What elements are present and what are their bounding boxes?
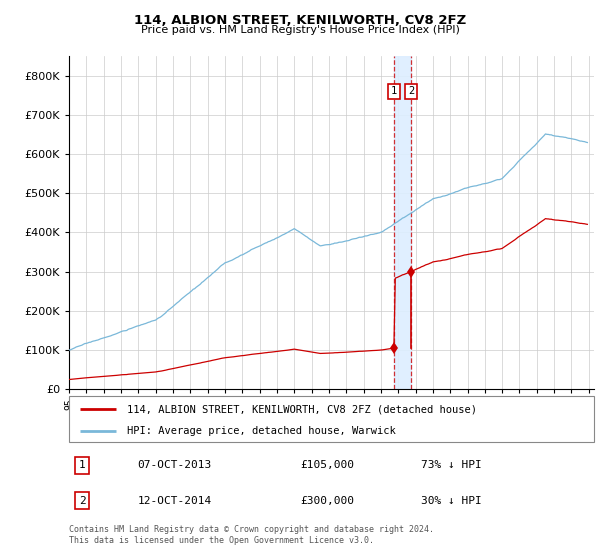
- FancyBboxPatch shape: [69, 396, 594, 442]
- Text: £105,000: £105,000: [300, 460, 354, 470]
- Text: HPI: Average price, detached house, Warwick: HPI: Average price, detached house, Warw…: [127, 426, 395, 436]
- Bar: [394, 56, 411, 389]
- Text: Contains HM Land Registry data © Crown copyright and database right 2024.
This d: Contains HM Land Registry data © Crown c…: [69, 525, 434, 545]
- Text: £300,000: £300,000: [300, 496, 354, 506]
- Text: 2: 2: [408, 86, 415, 96]
- Text: 114, ALBION STREET, KENILWORTH, CV8 2FZ (detached house): 114, ALBION STREET, KENILWORTH, CV8 2FZ …: [127, 404, 477, 414]
- Text: 2: 2: [79, 496, 86, 506]
- Text: 1: 1: [79, 460, 86, 470]
- Text: 12-OCT-2014: 12-OCT-2014: [137, 496, 212, 506]
- Text: 30% ↓ HPI: 30% ↓ HPI: [421, 496, 482, 506]
- Text: 1: 1: [391, 86, 397, 96]
- Text: 73% ↓ HPI: 73% ↓ HPI: [421, 460, 482, 470]
- Text: 07-OCT-2013: 07-OCT-2013: [137, 460, 212, 470]
- Text: 114, ALBION STREET, KENILWORTH, CV8 2FZ: 114, ALBION STREET, KENILWORTH, CV8 2FZ: [134, 14, 466, 27]
- Text: Price paid vs. HM Land Registry's House Price Index (HPI): Price paid vs. HM Land Registry's House …: [140, 25, 460, 35]
